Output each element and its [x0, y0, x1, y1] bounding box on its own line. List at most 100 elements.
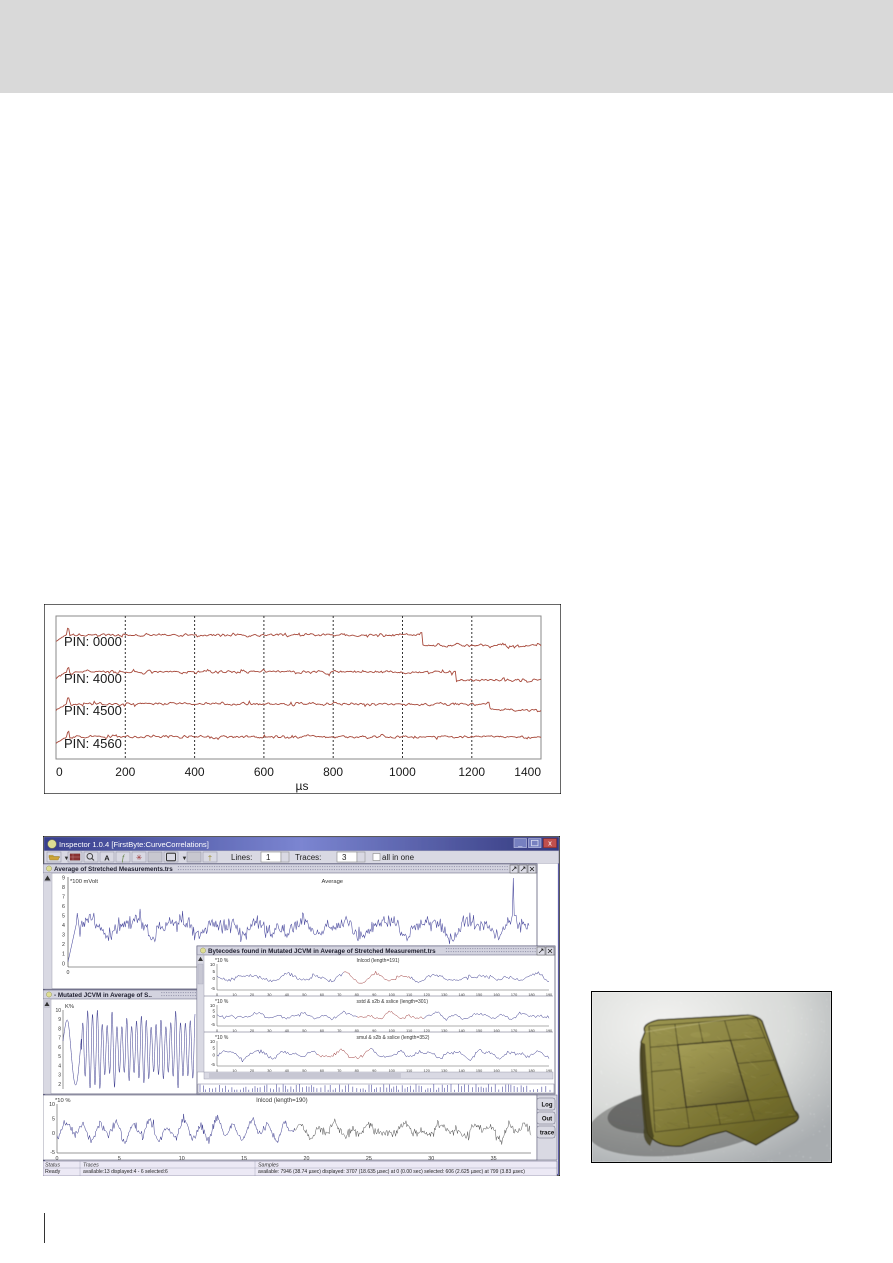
svg-text:x: x	[548, 838, 552, 847]
svg-text:0: 0	[56, 765, 63, 779]
svg-text:150: 150	[476, 993, 482, 997]
svg-text:PIN: 4500: PIN: 4500	[64, 703, 122, 718]
svg-text:1400: 1400	[514, 765, 541, 779]
svg-text:120: 120	[424, 993, 430, 997]
svg-text:Traces: Traces	[83, 1163, 99, 1169]
svg-text:sstd & s2b & sslice (length=30: sstd & s2b & sslice (length=301)	[356, 999, 428, 1005]
svg-text:190: 190	[546, 1029, 552, 1033]
svg-text:0: 0	[52, 1131, 55, 1137]
svg-text:20: 20	[250, 1029, 254, 1033]
svg-text:all in one: all in one	[382, 853, 415, 862]
svg-text:0: 0	[62, 961, 65, 967]
svg-text:10: 10	[49, 1102, 55, 1108]
svg-text:9: 9	[58, 1017, 61, 1023]
svg-text:smul & s2b & sslice (length=35: smul & s2b & sslice (length=352)	[356, 1035, 429, 1041]
svg-text:-5: -5	[211, 986, 216, 991]
svg-text:50: 50	[302, 993, 306, 997]
svg-text:Inlcod (length=190): Inlcod (length=190)	[256, 1098, 308, 1104]
svg-text:0: 0	[216, 993, 218, 997]
svg-text:150: 150	[476, 1029, 482, 1033]
svg-text:160: 160	[493, 1029, 499, 1033]
svg-text:Average: Average	[322, 879, 344, 885]
svg-text:*100 mVolt: *100 mVolt	[70, 879, 98, 885]
svg-text:30: 30	[267, 1029, 271, 1033]
svg-text:6: 6	[58, 1045, 61, 1051]
svg-text:190: 190	[546, 993, 552, 997]
svg-text:-5: -5	[50, 1150, 55, 1156]
svg-text:180: 180	[528, 1029, 534, 1033]
svg-text:1200: 1200	[458, 765, 485, 779]
svg-text:5: 5	[58, 1054, 61, 1060]
svg-text:Log: Log	[542, 1103, 553, 1109]
svg-text:Average of Stretched Measureme: Average of Stretched Measurements.trs	[54, 866, 173, 873]
svg-text:Samples: Samples	[258, 1163, 279, 1169]
svg-text:110: 110	[406, 1029, 412, 1033]
svg-text:Inlcod (length=191): Inlcod (length=191)	[356, 958, 399, 964]
svg-text:7: 7	[62, 894, 65, 900]
svg-text:5: 5	[212, 1009, 215, 1014]
svg-text:PIN: 4000: PIN: 4000	[64, 671, 122, 686]
svg-text:- Mutated JCVM in Average of S: - Mutated JCVM in Average of S..	[54, 992, 152, 999]
svg-text:400: 400	[185, 765, 205, 779]
svg-text:140: 140	[458, 1029, 464, 1033]
svg-text:0: 0	[212, 1053, 215, 1058]
svg-text:130: 130	[441, 993, 447, 997]
svg-text:4: 4	[62, 923, 65, 929]
svg-text:800: 800	[323, 765, 343, 779]
svg-text:70: 70	[337, 993, 341, 997]
svg-text:5: 5	[52, 1116, 55, 1122]
svg-text:40: 40	[285, 993, 289, 997]
svg-text:70: 70	[337, 1029, 341, 1033]
svg-text:30: 30	[267, 993, 271, 997]
svg-text:available: 7946 (38.74 µsec): available: 7946 (38.74 µsec) displayed: …	[258, 1169, 525, 1175]
svg-text:3: 3	[62, 933, 65, 939]
svg-text:µs: µs	[296, 779, 309, 793]
svg-text:-5: -5	[211, 1022, 216, 1027]
svg-text:130: 130	[441, 1029, 447, 1033]
svg-text:200: 200	[115, 765, 135, 779]
svg-text:170: 170	[511, 993, 517, 997]
svg-text:PIN: 4560: PIN: 4560	[64, 736, 122, 751]
svg-text:1000: 1000	[389, 765, 416, 779]
svg-text:40: 40	[285, 1029, 289, 1033]
svg-text:160: 160	[493, 993, 499, 997]
svg-text:90: 90	[372, 1029, 376, 1033]
svg-text:Status: Status	[45, 1163, 60, 1169]
svg-text:5: 5	[212, 969, 215, 974]
svg-text:3: 3	[342, 853, 347, 862]
svg-text:10: 10	[232, 1029, 236, 1033]
svg-text:0: 0	[216, 1029, 218, 1033]
svg-text:7: 7	[58, 1036, 61, 1042]
svg-text:10: 10	[210, 1003, 216, 1008]
svg-text:5: 5	[212, 1046, 215, 1051]
svg-text:*10 %: *10 %	[55, 1098, 70, 1104]
svg-text:0: 0	[212, 976, 215, 981]
svg-text:4: 4	[58, 1063, 61, 1069]
svg-text:8: 8	[62, 885, 65, 891]
svg-text:Traces:: Traces:	[295, 853, 321, 862]
svg-text:180: 180	[528, 993, 534, 997]
svg-text:10: 10	[232, 993, 236, 997]
svg-text:Lines:: Lines:	[231, 853, 252, 862]
svg-text:600: 600	[254, 765, 274, 779]
svg-text:*10 %: *10 %	[215, 999, 229, 1005]
svg-text:▼: ▼	[182, 856, 188, 862]
svg-text:trace: trace	[540, 1131, 555, 1137]
svg-text:110: 110	[406, 993, 412, 997]
svg-text:3: 3	[58, 1073, 61, 1079]
svg-text:50: 50	[302, 1029, 306, 1033]
svg-text:170: 170	[511, 1029, 517, 1033]
svg-text:Ready: Ready	[45, 1169, 61, 1175]
svg-text:140: 140	[458, 993, 464, 997]
svg-text:80: 80	[355, 993, 359, 997]
svg-text:60: 60	[320, 993, 324, 997]
svg-text:A: A	[104, 853, 110, 862]
svg-text:10: 10	[210, 1039, 216, 1044]
svg-text:6: 6	[62, 904, 65, 910]
svg-text:60: 60	[320, 1029, 324, 1033]
svg-text:100: 100	[389, 1029, 395, 1033]
svg-text:9: 9	[62, 875, 65, 881]
svg-text:_: _	[517, 838, 523, 847]
svg-text:K%: K%	[65, 1004, 74, 1010]
svg-text:5: 5	[62, 914, 65, 920]
